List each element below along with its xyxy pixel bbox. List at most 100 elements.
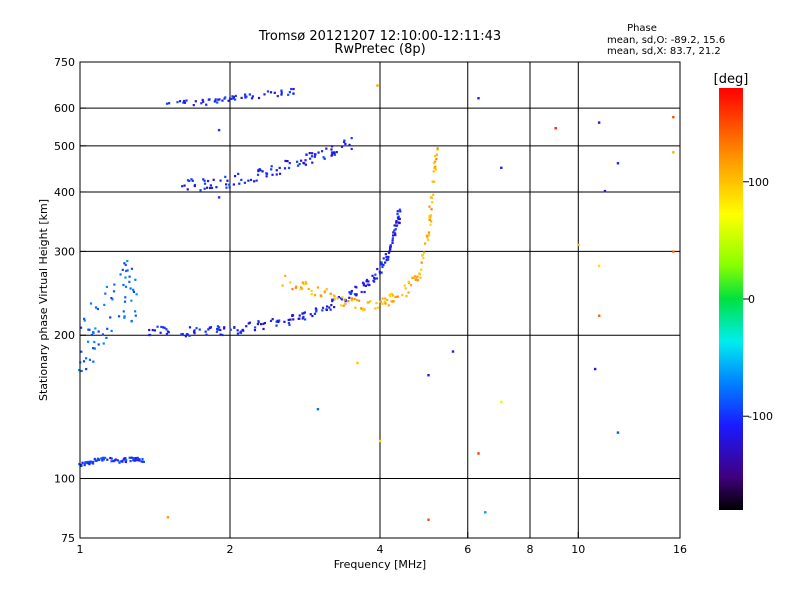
echo-point [247, 179, 250, 182]
echo-point [378, 270, 381, 273]
echo-point [431, 201, 434, 204]
echo-point [348, 143, 351, 147]
echo-point [593, 367, 597, 371]
echo-point [203, 182, 207, 185]
echo-point [240, 178, 243, 182]
echo-point [316, 286, 320, 289]
echo-point [333, 153, 336, 156]
echo-point [363, 308, 366, 311]
echo-point [367, 280, 370, 283]
echo-point [313, 312, 317, 315]
chart-subtitle: RwPretec (8p) [334, 42, 425, 57]
y-ticks: 75 100 200 300 400 500 600 750 [54, 56, 86, 545]
echo-point [357, 299, 361, 302]
echo-point [153, 329, 157, 332]
echo-point [195, 327, 198, 330]
echo-point [162, 326, 165, 329]
echo-point [123, 315, 126, 318]
echo-point [296, 160, 299, 163]
echo-trace [181, 137, 353, 192]
echo-point [261, 170, 264, 173]
echo-point [391, 241, 394, 245]
echo-point [233, 175, 237, 178]
echo-point [430, 196, 433, 200]
x-tick-label: 1 [77, 543, 84, 556]
echo-point [500, 400, 503, 404]
echo-point [302, 283, 305, 286]
echo-point [378, 272, 382, 275]
echo-point [254, 326, 257, 329]
echo-trace [281, 147, 439, 312]
echo-point [398, 217, 401, 221]
echo-point [302, 161, 305, 165]
echo-point [331, 300, 334, 303]
echo-point [80, 463, 83, 466]
echo-point [304, 318, 307, 321]
echo-point [219, 328, 222, 332]
echo-point [247, 322, 250, 325]
echo-point [332, 294, 336, 297]
echo-point [292, 318, 295, 321]
echo-point [428, 214, 431, 218]
echo-point [391, 234, 395, 237]
echo-point [393, 224, 396, 227]
echo-point [86, 461, 89, 464]
echo-point [362, 309, 365, 312]
echo-point [217, 328, 220, 331]
echo-point [323, 157, 326, 160]
echo-point [384, 253, 387, 256]
echo-point [186, 179, 190, 182]
echo-point [159, 331, 162, 334]
echo-point [392, 231, 395, 234]
echo-point [132, 459, 135, 462]
echo-point [412, 276, 416, 279]
echo-point [276, 94, 279, 98]
echo-point [105, 285, 108, 289]
echo-point [382, 263, 385, 267]
echo-point [97, 458, 100, 461]
echo-point [140, 460, 143, 463]
echo-point [281, 284, 284, 287]
echo-point [86, 340, 90, 343]
echo-point [112, 460, 115, 463]
echo-point [101, 333, 105, 336]
echo-point [290, 87, 293, 91]
echo-point [126, 259, 129, 263]
echo-point [142, 460, 145, 463]
echo-point [297, 317, 300, 320]
echo-point [275, 169, 278, 172]
echo-point [182, 99, 186, 103]
echo-point [209, 184, 212, 187]
echo-point [385, 259, 388, 262]
echo-point [381, 302, 384, 305]
x-tick-label: 8 [527, 543, 534, 556]
echo-point [335, 150, 338, 154]
echo-point [112, 290, 116, 293]
echo-point [228, 97, 232, 100]
echo-point [205, 103, 208, 106]
colorbar-tick-label: 100 [748, 176, 769, 189]
echo-point [209, 186, 212, 190]
echo-point [305, 153, 308, 156]
echo-point [350, 289, 353, 293]
echo-point [416, 279, 419, 282]
colorbar-tick-label: -100 [748, 410, 773, 423]
echo-point [347, 300, 350, 303]
echo-point [427, 231, 431, 234]
echo-point [215, 330, 219, 333]
y-tick-label: 500 [54, 140, 75, 153]
echo-point [111, 298, 114, 301]
echo-point [104, 292, 107, 295]
echo-point [427, 374, 430, 377]
echo-point [393, 229, 396, 232]
echo-point [365, 280, 368, 283]
echo-point [275, 173, 278, 176]
echo-point [343, 298, 347, 301]
echo-point [185, 99, 188, 102]
echo-point [319, 294, 322, 297]
echo-point [105, 336, 108, 340]
echo-point [301, 281, 304, 284]
echo-point [322, 156, 325, 159]
echo-point [110, 297, 113, 300]
echo-point [90, 333, 94, 337]
